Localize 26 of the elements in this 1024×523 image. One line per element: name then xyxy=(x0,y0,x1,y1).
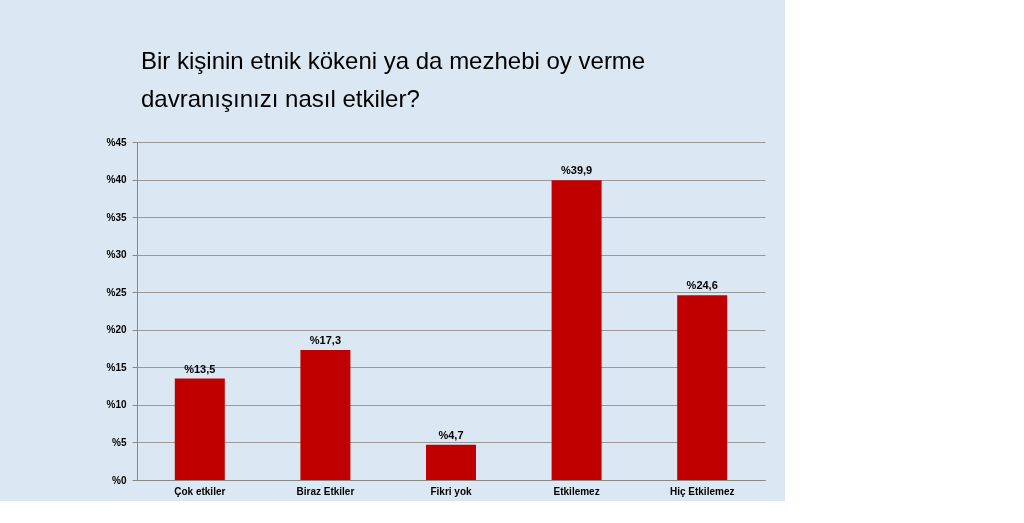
data-label: %4,7 xyxy=(438,428,464,441)
y-tick-label: %45 xyxy=(106,136,127,148)
bar xyxy=(677,295,728,480)
y-tick-label: %10 xyxy=(106,399,127,411)
bar xyxy=(174,378,225,480)
bar xyxy=(426,444,476,480)
y-tick-label: %15 xyxy=(106,361,127,373)
y-tick-label: %0 xyxy=(112,474,127,486)
data-label: %17,3 xyxy=(309,334,341,347)
y-tick-label: %40 xyxy=(106,174,127,186)
x-tick-label: Fikri yok xyxy=(430,485,472,497)
y-tick-label: %25 xyxy=(106,286,127,298)
y-tick-label: %30 xyxy=(106,249,127,261)
x-tick-label: Etkilemez xyxy=(553,485,600,497)
y-tick-label: %35 xyxy=(106,211,127,223)
bar xyxy=(300,350,351,480)
chart-title: Bir kişinin etnik kökeni ya da mezhebi oy verme davranışınızı nasıl etkiler? xyxy=(140,47,646,112)
x-tick-label: Çok etkiler xyxy=(174,485,226,497)
x-tick-label: Hiç Etkilemez xyxy=(669,485,735,497)
x-tick-label: Biraz Etkiler xyxy=(296,485,355,497)
data-label: %39,9 xyxy=(561,164,593,177)
y-tick-label: %20 xyxy=(106,324,127,336)
data-label: %13,5 xyxy=(184,362,216,375)
y-tick-label: %5 xyxy=(112,436,127,448)
bar xyxy=(551,180,602,480)
data-label: %24,6 xyxy=(686,279,718,292)
